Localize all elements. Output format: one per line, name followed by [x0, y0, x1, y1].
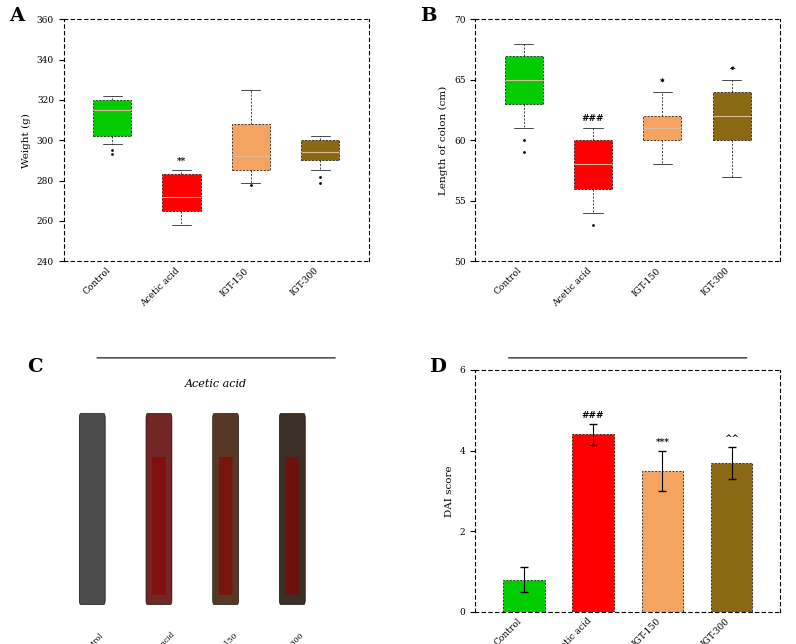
Text: Acetic acid: Acetic acid [141, 631, 177, 644]
Text: IGT-300: IGT-300 [279, 631, 306, 644]
Text: D: D [430, 358, 447, 376]
Bar [642, 471, 683, 612]
Text: IGT-150: IGT-150 [212, 631, 240, 644]
Text: Acetic acid: Acetic acid [185, 379, 248, 389]
FancyBboxPatch shape [146, 413, 172, 605]
Bar [503, 580, 544, 612]
PathPatch shape [643, 116, 681, 140]
Text: A: A [9, 7, 24, 25]
Text: ***: *** [655, 437, 669, 446]
PathPatch shape [301, 140, 339, 160]
Text: ^^: ^^ [724, 433, 739, 442]
FancyBboxPatch shape [213, 413, 239, 605]
Text: Control: Control [80, 631, 105, 644]
PathPatch shape [93, 100, 131, 136]
Y-axis label: Weight (g): Weight (g) [22, 113, 31, 167]
Text: **: ** [177, 156, 186, 166]
FancyBboxPatch shape [152, 457, 166, 595]
Text: *: * [660, 78, 665, 87]
FancyBboxPatch shape [80, 413, 105, 605]
PathPatch shape [162, 175, 201, 211]
Text: ^: ^ [728, 66, 736, 75]
Y-axis label: DAI score: DAI score [445, 465, 455, 516]
Text: B: B [420, 7, 437, 25]
Text: Acetic acid: Acetic acid [596, 379, 659, 389]
Y-axis label: Length of colon (cm): Length of colon (cm) [439, 86, 448, 195]
FancyBboxPatch shape [279, 413, 306, 605]
Bar [711, 462, 752, 612]
FancyBboxPatch shape [286, 457, 299, 595]
Text: ###: ### [582, 412, 604, 421]
Bar [572, 435, 614, 612]
PathPatch shape [574, 140, 612, 189]
PathPatch shape [505, 55, 543, 104]
PathPatch shape [712, 92, 751, 140]
Text: C: C [27, 358, 43, 376]
Text: ###: ### [582, 114, 604, 123]
PathPatch shape [232, 124, 270, 171]
FancyBboxPatch shape [219, 457, 232, 595]
